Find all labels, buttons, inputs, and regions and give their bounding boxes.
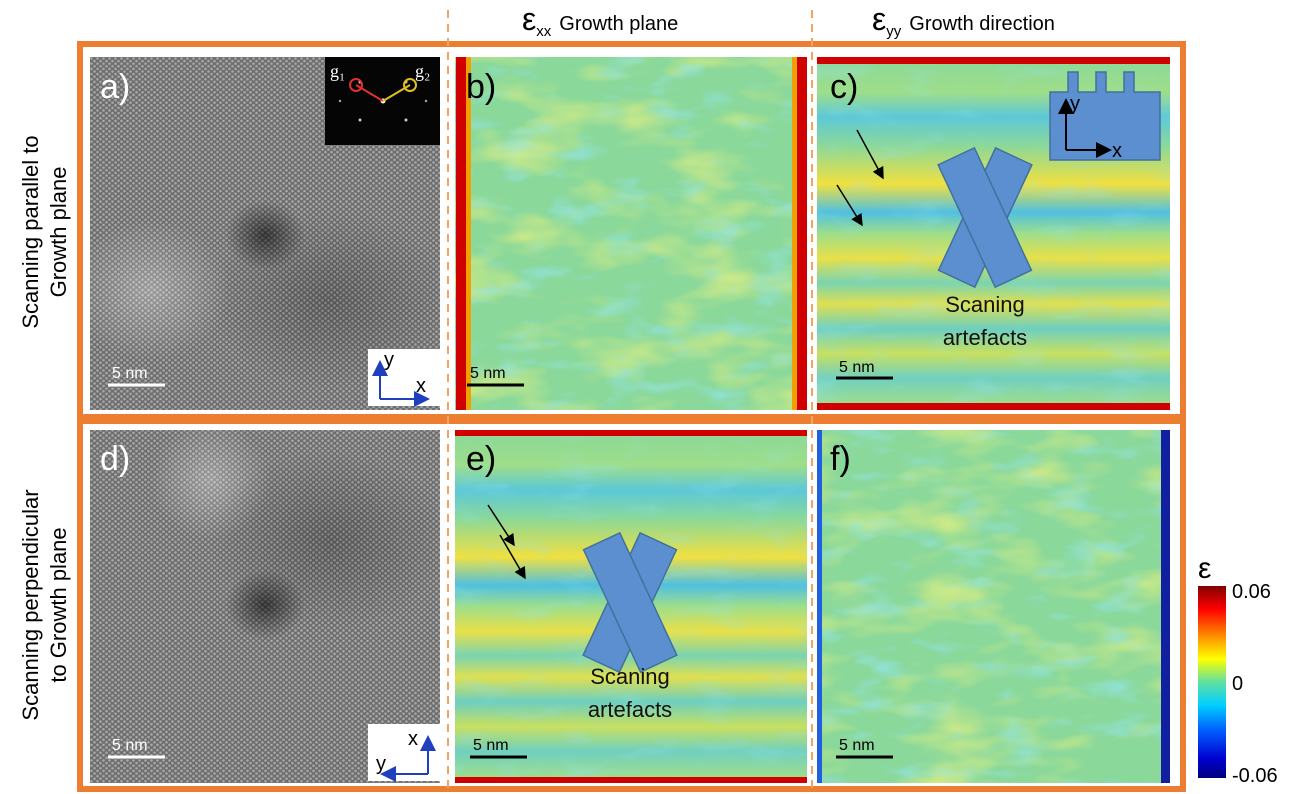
graphic [817, 403, 1170, 410]
column-header: εxx Growth plane [522, 1, 678, 40]
graphic [456, 57, 466, 410]
graphic [455, 777, 807, 783]
strain-map [817, 430, 1170, 783]
strain-map [455, 57, 807, 410]
colorbar-tick-label: -0.06 [1232, 765, 1278, 787]
scale-bar-label: 5 nm [112, 365, 148, 382]
graphic: ε [872, 1, 886, 37]
panel-label: e) [466, 440, 496, 478]
annotation: Scaning [945, 292, 1025, 317]
column-header: εyy Growth direction [872, 1, 1055, 40]
axis-label: y [376, 753, 386, 775]
annotation: artefacts [588, 697, 672, 722]
graphic: ε [522, 1, 536, 37]
graphic: Growth direction [909, 13, 1055, 35]
colorbar-tick-label: 0 [1232, 673, 1243, 695]
graphic [1161, 430, 1170, 783]
graphic [368, 349, 440, 406]
axis-label: y [1070, 93, 1080, 115]
figure: εxxGrowth plane εyyGrowth direction Scan… [0, 0, 1299, 794]
row-label: Growth plane [46, 167, 71, 298]
graphic [210, 450, 450, 630]
scale-bar-label: 5 nm [470, 365, 506, 382]
graphic [1198, 586, 1226, 778]
colorbar-tick-label: 0.06 [1232, 581, 1271, 603]
axis-label: y [384, 349, 394, 371]
scale-bar-label: 5 nm [112, 737, 148, 754]
graphic [405, 119, 408, 122]
axis-inset: y x [368, 349, 440, 406]
fft-inset: g₁ g₂ [325, 57, 440, 145]
panel-label: b) [466, 68, 496, 106]
graphic [455, 57, 807, 410]
graphic [425, 100, 427, 102]
axis-label: x [416, 375, 426, 397]
graphic [455, 430, 807, 436]
scale-bar-label: 5 nm [839, 737, 875, 754]
colorbar-title: ε [1198, 552, 1211, 585]
graphic: yy [886, 23, 902, 40]
row-label: to Growth plane [46, 527, 71, 682]
fft-label: g₁ [330, 61, 345, 81]
graphic [817, 430, 1170, 783]
graphic: Growth plane [559, 13, 678, 35]
scale-bar-label: 5 nm [473, 737, 509, 754]
axis-label: x [1112, 140, 1122, 162]
graphic [70, 220, 230, 360]
panel-label: a) [100, 68, 130, 106]
fft-label: g₂ [415, 61, 430, 81]
annotation: artefacts [943, 325, 1027, 350]
panel-label: d) [100, 440, 130, 478]
graphic [339, 100, 341, 102]
row-label: Scanning perpendicular [18, 489, 43, 720]
graphic [792, 57, 797, 410]
graphic [359, 119, 362, 122]
graphic [817, 57, 1170, 64]
row-label: Scanning parallel to [18, 135, 43, 328]
panel-label: f) [830, 440, 851, 478]
annotation: Scaning [590, 664, 670, 689]
graphic: xx [536, 23, 552, 40]
graphic [797, 57, 807, 410]
scale-bar-label: 5 nm [839, 359, 875, 376]
graphic [466, 57, 471, 410]
axis-label: x [408, 728, 418, 750]
colorbar: ε 0.06 0 -0.06 [1198, 552, 1278, 787]
panel-label: c) [830, 68, 858, 106]
axis-inset: x y [368, 724, 440, 781]
graphic [817, 430, 822, 783]
